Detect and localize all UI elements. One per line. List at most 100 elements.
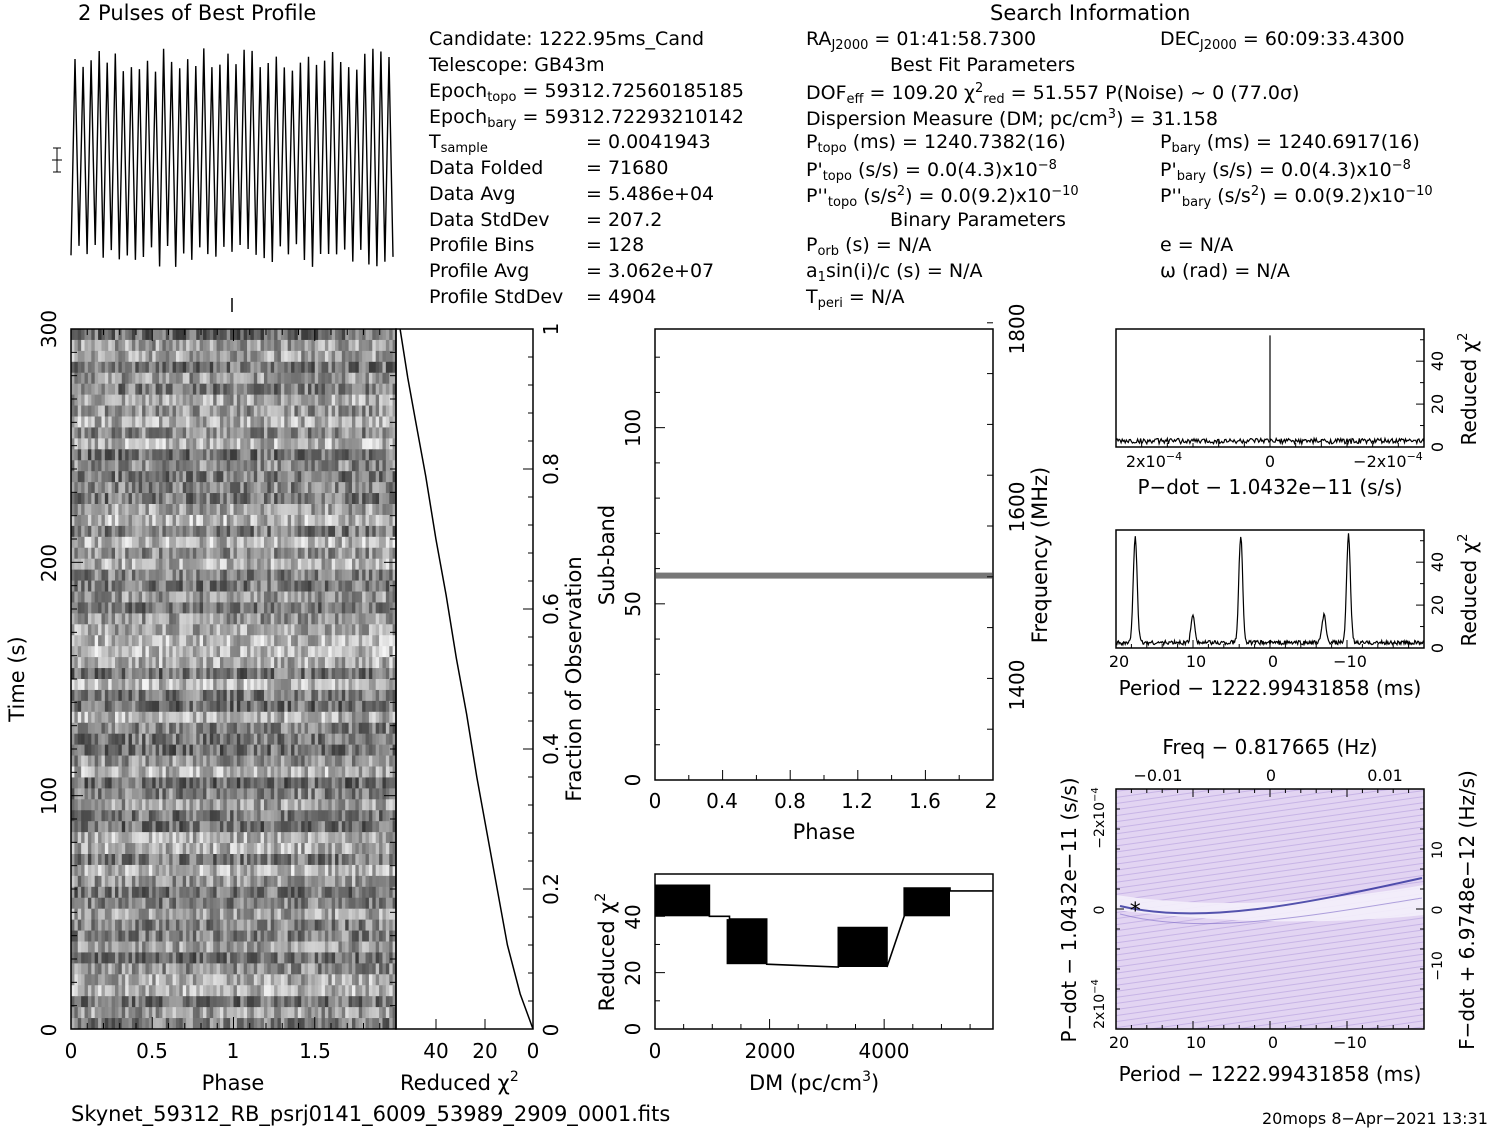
time-phase-cell xyxy=(71,471,75,483)
time-phase-cell xyxy=(87,613,92,625)
time-phase-cell xyxy=(192,810,197,822)
time-phase-cell xyxy=(172,493,177,505)
time-phase-cell xyxy=(311,339,316,352)
time-phase-cell xyxy=(253,449,258,461)
time-phase-cell xyxy=(382,788,387,800)
time-phase-cell xyxy=(304,482,309,494)
time-phase-cell xyxy=(138,864,143,877)
time-phase-cell xyxy=(301,514,305,527)
time-phase-cell xyxy=(77,591,82,603)
time-phase-cell xyxy=(131,613,136,625)
time-phase-cell xyxy=(230,864,234,877)
time-phase-cell xyxy=(152,547,157,560)
time-phase-cell xyxy=(169,339,173,352)
time-phase-cell xyxy=(182,711,187,724)
time-phase-cell xyxy=(206,482,211,494)
time-phase-cell xyxy=(236,438,241,450)
time-phase-cell xyxy=(240,493,245,505)
time-phase-cell xyxy=(307,679,312,691)
time-phase-cell xyxy=(223,799,228,811)
time-phase-cell xyxy=(284,350,289,363)
time-phase-cell xyxy=(84,372,89,385)
time-phase-cell xyxy=(223,864,228,877)
time-phase-cell xyxy=(365,416,370,428)
time-phase-cell xyxy=(250,799,255,811)
time-phase-cell xyxy=(108,350,113,363)
time-phase-cell xyxy=(274,843,278,855)
time-phase-cell xyxy=(328,733,333,746)
time-phase-cell xyxy=(206,646,211,658)
time-phase-cell xyxy=(104,788,109,800)
time-phase-cell xyxy=(247,536,251,549)
time-phase-cell xyxy=(233,788,238,800)
time-phase-cell xyxy=(209,569,214,581)
time-phase-cell xyxy=(196,514,201,527)
time-phase-cell xyxy=(236,471,241,483)
time-phase-cell xyxy=(209,405,214,417)
time-phase-cell xyxy=(368,635,373,647)
time-phase-cell xyxy=(155,646,160,658)
time-phase-cell xyxy=(175,602,180,614)
time-phase-cell xyxy=(182,668,187,680)
time-phase-cell xyxy=(358,504,363,516)
time-phase-cell xyxy=(84,864,89,877)
time-phase-cell xyxy=(247,547,251,560)
time-phase-cell xyxy=(192,657,197,669)
time-phase-cell xyxy=(236,657,241,669)
time-phase-cell xyxy=(223,558,228,571)
time-phase-cell xyxy=(81,504,85,516)
time-phase-cell xyxy=(111,569,116,581)
time-phase-cell xyxy=(253,843,258,855)
time-phase-cell xyxy=(81,624,85,636)
time-phase-cell xyxy=(131,591,136,603)
time-phase-cell xyxy=(74,449,79,461)
time-phase-cell xyxy=(152,810,157,822)
time-phase-cell xyxy=(236,788,241,800)
time-phase-cell xyxy=(165,722,170,735)
time-phase-cell xyxy=(392,733,397,746)
time-phase-cell xyxy=(253,438,258,450)
time-phase-cell xyxy=(192,602,197,614)
time-phase-cell xyxy=(199,580,204,592)
time-phase-cell xyxy=(372,832,377,844)
time-phase-cell xyxy=(348,339,353,352)
time-phase-cell xyxy=(142,536,146,549)
time-phase-cell xyxy=(311,547,316,560)
time-phase-cell xyxy=(155,525,160,538)
time-phase-cell xyxy=(257,602,261,614)
time-phase-cell xyxy=(196,482,201,494)
time-phase-cell xyxy=(125,777,129,789)
time-phase-cell xyxy=(260,394,265,406)
time-phase-cell xyxy=(355,832,360,844)
time-phase-cell xyxy=(362,679,366,691)
time-phase-cell xyxy=(77,843,82,855)
time-phase-cell xyxy=(277,514,282,527)
time-phase-cell xyxy=(257,613,261,625)
time-phase-cell xyxy=(297,875,302,888)
time-phase-cell xyxy=(189,788,194,800)
time-phase-cell xyxy=(358,361,363,374)
time-phase-cell xyxy=(368,766,373,778)
time-phase-cell xyxy=(213,482,217,494)
time-phase-cell xyxy=(213,471,217,483)
time-phase-cell xyxy=(331,558,336,571)
time-phase-cell xyxy=(74,405,79,417)
time-phase-cell xyxy=(169,405,173,417)
time-phase-cell xyxy=(179,613,184,625)
time-phase-cell xyxy=(382,569,387,581)
time-phase-cell xyxy=(159,766,163,778)
time-phase-cell xyxy=(219,722,224,735)
time-phase-cell xyxy=(148,493,153,505)
porb-text: Porb (s) = N/A xyxy=(806,234,932,259)
time-phase-cell xyxy=(351,493,356,505)
time-phase-cell xyxy=(341,514,346,527)
time-phase-cell xyxy=(84,832,89,844)
time-phase-cell xyxy=(263,460,268,472)
time-phase-cell xyxy=(233,372,238,385)
time-phase-cell xyxy=(379,711,383,724)
time-phase-cell xyxy=(121,832,126,844)
time-phase-cell xyxy=(341,668,346,680)
profile-bins-value: = 128 xyxy=(586,234,645,256)
time-phase-cell xyxy=(182,657,187,669)
time-phase-cell xyxy=(138,646,143,658)
